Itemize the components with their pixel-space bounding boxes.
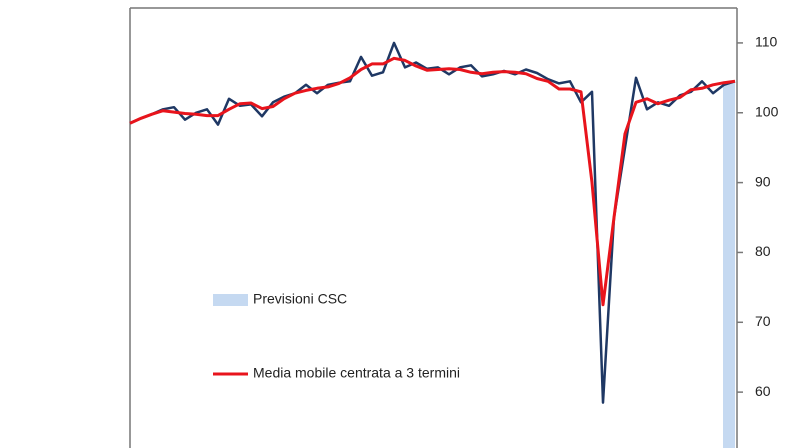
y-tick-label: 110: [755, 34, 778, 50]
legend-label: Previsioni CSC: [253, 291, 347, 307]
legend-swatch: [213, 294, 248, 306]
forecast-bar: [723, 81, 735, 448]
y-tick-label: 70: [755, 313, 771, 329]
series-line: [129, 56, 736, 307]
series-line: [129, 41, 736, 404]
y-tick-label: 90: [755, 173, 771, 189]
y-tick-label: 60: [755, 383, 771, 399]
y-tick-label: 100: [755, 103, 779, 119]
legend-label: Media mobile centrata a 3 termini: [253, 365, 460, 381]
y-tick-label: 80: [755, 243, 771, 259]
